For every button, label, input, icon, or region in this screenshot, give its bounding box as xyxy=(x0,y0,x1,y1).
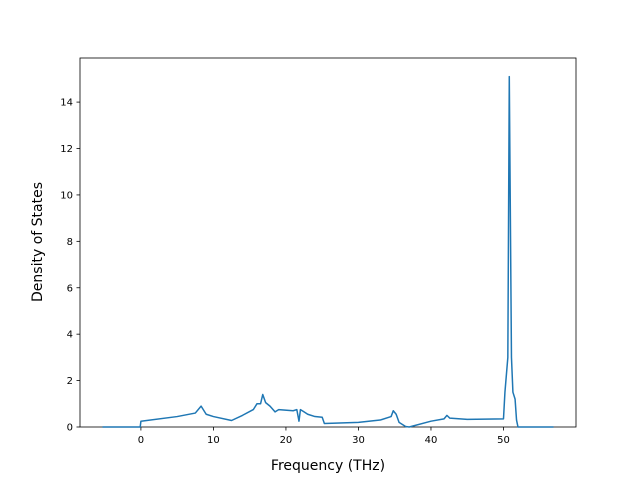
x-tick-label: 30 xyxy=(352,435,365,446)
y-tick-label: 14 xyxy=(60,98,73,109)
y-tick-label: 10 xyxy=(60,190,73,201)
x-axis-label: Frequency (THz) xyxy=(271,458,385,474)
data-line xyxy=(102,75,554,428)
x-tick-label: 10 xyxy=(207,435,220,446)
y-tick-label: 4 xyxy=(67,330,73,341)
axes-frame xyxy=(79,57,577,428)
x-tick-label: 40 xyxy=(425,435,438,446)
y-tick-label: 2 xyxy=(67,376,73,387)
y-tick-label: 8 xyxy=(67,237,73,248)
y-tick-label: 0 xyxy=(67,423,73,434)
x-tick-label: 0 xyxy=(138,435,144,446)
x-tick-label: 20 xyxy=(280,435,293,446)
y-axis-label: Density of States xyxy=(30,182,46,302)
y-tick-label: 12 xyxy=(60,144,73,155)
y-tick-label: 6 xyxy=(67,283,73,294)
x-tick-label: 50 xyxy=(497,435,510,446)
